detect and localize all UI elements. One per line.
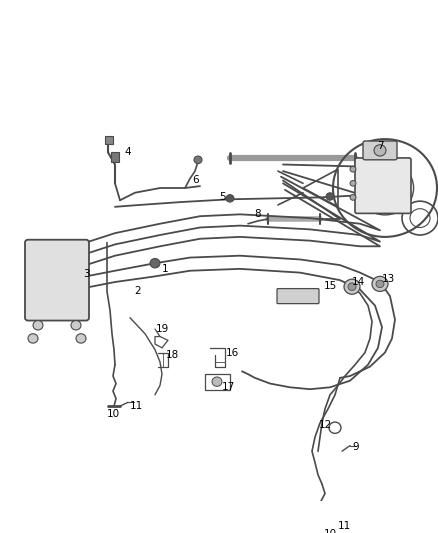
Text: 11: 11 — [129, 401, 143, 411]
Circle shape — [71, 320, 81, 330]
Circle shape — [194, 156, 202, 164]
Text: 10: 10 — [323, 529, 336, 533]
Text: 4: 4 — [125, 147, 131, 157]
Text: 8: 8 — [254, 209, 261, 220]
Circle shape — [348, 283, 356, 290]
FancyBboxPatch shape — [25, 240, 89, 320]
Circle shape — [150, 259, 160, 268]
Text: 17: 17 — [221, 382, 235, 392]
Circle shape — [326, 193, 334, 200]
Circle shape — [76, 334, 86, 343]
Text: 6: 6 — [193, 175, 199, 185]
FancyBboxPatch shape — [355, 158, 411, 213]
Circle shape — [350, 166, 356, 172]
Text: 15: 15 — [323, 281, 337, 291]
Text: 9: 9 — [353, 442, 359, 453]
Text: 11: 11 — [337, 521, 351, 531]
Text: 14: 14 — [351, 277, 364, 287]
Text: 1: 1 — [162, 264, 168, 274]
Text: 18: 18 — [166, 350, 179, 360]
Text: 10: 10 — [106, 409, 120, 418]
Circle shape — [350, 181, 356, 186]
Text: 7: 7 — [377, 141, 383, 151]
Text: 2: 2 — [135, 286, 141, 296]
Circle shape — [212, 377, 222, 386]
Text: 16: 16 — [226, 349, 239, 359]
Circle shape — [376, 280, 384, 288]
Text: 13: 13 — [381, 274, 395, 284]
Circle shape — [350, 195, 356, 200]
Bar — [105, 136, 113, 144]
Text: 5: 5 — [219, 192, 225, 203]
Text: 3: 3 — [83, 270, 89, 279]
Circle shape — [344, 279, 360, 294]
FancyBboxPatch shape — [363, 141, 397, 160]
FancyBboxPatch shape — [277, 288, 319, 304]
Text: 12: 12 — [318, 420, 332, 430]
Bar — [111, 152, 119, 161]
Circle shape — [28, 334, 38, 343]
Circle shape — [372, 277, 388, 292]
Circle shape — [226, 195, 234, 202]
Text: 19: 19 — [155, 324, 169, 334]
Circle shape — [374, 145, 386, 156]
Circle shape — [33, 320, 43, 330]
